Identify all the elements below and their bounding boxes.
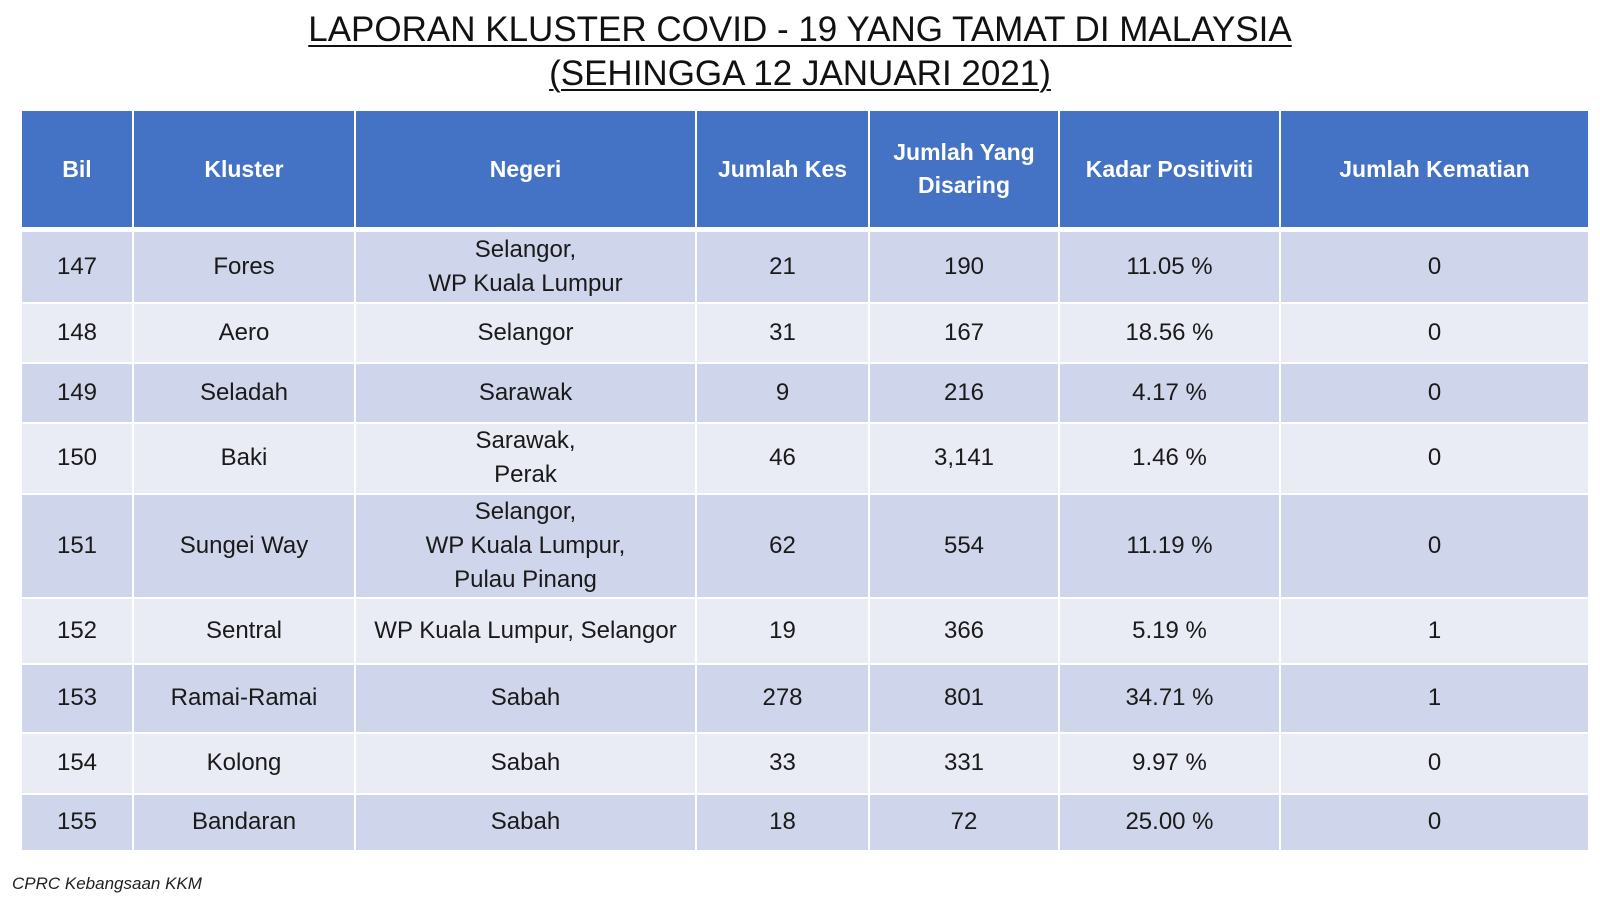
- cell-jumlah-disaring: 331: [868, 731, 1060, 795]
- cell-negeri: Selangor, WP Kuala Lumpur: [354, 228, 697, 304]
- table-row: 150 Baki Sarawak, Perak 46 3,141 1.46 % …: [20, 421, 1590, 495]
- cell-jumlah-disaring: 366: [868, 596, 1060, 665]
- cell-kluster: Kolong: [132, 731, 356, 795]
- cell-negeri: Sabah: [354, 792, 697, 852]
- cell-kadar-positiviti: 4.17 %: [1058, 361, 1281, 424]
- header-row: Bil Kluster Negeri Jumlah Kes Jumlah Yan…: [20, 109, 1590, 231]
- cell-jumlah-disaring: 3,141: [868, 421, 1060, 495]
- cell-jumlah-disaring: 216: [868, 361, 1060, 424]
- cell-kluster: Aero: [132, 301, 356, 364]
- cell-kluster: Baki: [132, 421, 356, 495]
- cell-negeri: Sarawak: [354, 361, 697, 424]
- cell-kadar-positiviti: 11.05 %: [1058, 228, 1281, 304]
- cell-kadar-positiviti: 5.19 %: [1058, 596, 1281, 665]
- page-title: LAPORAN KLUSTER COVID - 19 YANG TAMAT DI…: [0, 8, 1600, 96]
- cell-jumlah-disaring: 72: [868, 792, 1060, 852]
- header-kadar-positiviti: Kadar Positiviti: [1058, 109, 1281, 231]
- header-jumlah-disaring: Jumlah Yang Disaring: [868, 109, 1060, 231]
- cell-kluster: Sentral: [132, 596, 356, 665]
- cell-bil: 147: [20, 228, 134, 304]
- cell-jumlah-kematian: 0: [1279, 421, 1590, 495]
- cell-negeri: Selangor: [354, 301, 697, 364]
- cell-kadar-positiviti: 11.19 %: [1058, 492, 1281, 599]
- source-footer: CPRC Kebangsaan KKM: [12, 874, 202, 893]
- cell-jumlah-kes: 31: [695, 301, 870, 364]
- title-line-1: LAPORAN KLUSTER COVID - 19 YANG TAMAT DI…: [308, 10, 1292, 49]
- cluster-table: Bil Kluster Negeri Jumlah Kes Jumlah Yan…: [20, 109, 1590, 852]
- cell-bil: 149: [20, 361, 134, 424]
- cell-jumlah-kes: 46: [695, 421, 870, 495]
- table-header: Bil Kluster Negeri Jumlah Kes Jumlah Yan…: [20, 109, 1590, 231]
- cell-negeri: Sabah: [354, 662, 697, 734]
- header-jumlah-kematian: Jumlah Kematian: [1279, 109, 1590, 231]
- cell-bil: 155: [20, 792, 134, 852]
- cell-negeri: Sarawak, Perak: [354, 421, 697, 495]
- cell-jumlah-disaring: 190: [868, 228, 1060, 304]
- cell-jumlah-kes: 21: [695, 228, 870, 304]
- cell-negeri: WP Kuala Lumpur, Selangor: [354, 596, 697, 665]
- cell-jumlah-kes: 19: [695, 596, 870, 665]
- cell-jumlah-kematian: 0: [1279, 361, 1590, 424]
- cell-kluster: Sungei Way: [132, 492, 356, 599]
- cell-kadar-positiviti: 18.56 %: [1058, 301, 1281, 364]
- cell-jumlah-kematian: 0: [1279, 492, 1590, 599]
- cell-bil: 154: [20, 731, 134, 795]
- table-row: 152 Sentral WP Kuala Lumpur, Selangor 19…: [20, 596, 1590, 665]
- cell-jumlah-kematian: 0: [1279, 228, 1590, 304]
- cell-jumlah-disaring: 801: [868, 662, 1060, 734]
- cell-jumlah-kematian: 0: [1279, 731, 1590, 795]
- cell-jumlah-kematian: 0: [1279, 301, 1590, 364]
- header-jumlah-kes: Jumlah Kes: [695, 109, 870, 231]
- cell-kluster: Fores: [132, 228, 356, 304]
- cluster-table-container: Bil Kluster Negeri Jumlah Kes Jumlah Yan…: [20, 109, 1590, 852]
- cell-negeri: Sabah: [354, 731, 697, 795]
- cell-jumlah-kes: 18: [695, 792, 870, 852]
- header-kluster: Kluster: [132, 109, 356, 231]
- table-row: 154 Kolong Sabah 33 331 9.97 % 0: [20, 731, 1590, 795]
- table-row: 148 Aero Selangor 31 167 18.56 % 0: [20, 301, 1590, 364]
- cell-negeri: Selangor, WP Kuala Lumpur, Pulau Pinang: [354, 492, 697, 599]
- cell-kadar-positiviti: 34.71 %: [1058, 662, 1281, 734]
- cell-kadar-positiviti: 25.00 %: [1058, 792, 1281, 852]
- table-row: 153 Ramai-Ramai Sabah 278 801 34.71 % 1: [20, 662, 1590, 734]
- cell-jumlah-kes: 62: [695, 492, 870, 599]
- cell-bil: 148: [20, 301, 134, 364]
- cell-bil: 150: [20, 421, 134, 495]
- cell-jumlah-kematian: 0: [1279, 792, 1590, 852]
- table-row: 147 Fores Selangor, WP Kuala Lumpur 21 1…: [20, 228, 1590, 304]
- cell-jumlah-kematian: 1: [1279, 596, 1590, 665]
- header-negeri: Negeri: [354, 109, 697, 231]
- cell-jumlah-disaring: 167: [868, 301, 1060, 364]
- cell-bil: 152: [20, 596, 134, 665]
- cell-bil: 153: [20, 662, 134, 734]
- cell-jumlah-kes: 33: [695, 731, 870, 795]
- cell-kluster: Ramai-Ramai: [132, 662, 356, 734]
- cell-kadar-positiviti: 1.46 %: [1058, 421, 1281, 495]
- table-row: 149 Seladah Sarawak 9 216 4.17 % 0: [20, 361, 1590, 424]
- cell-jumlah-kematian: 1: [1279, 662, 1590, 734]
- cell-kadar-positiviti: 9.97 %: [1058, 731, 1281, 795]
- cell-jumlah-disaring: 554: [868, 492, 1060, 599]
- cell-kluster: Seladah: [132, 361, 356, 424]
- table-row: 155 Bandaran Sabah 18 72 25.00 % 0: [20, 792, 1590, 852]
- table-body: 147 Fores Selangor, WP Kuala Lumpur 21 1…: [20, 228, 1590, 852]
- cell-jumlah-kes: 278: [695, 662, 870, 734]
- title-line-2: (SEHINGGA 12 JANUARI 2021): [549, 54, 1051, 93]
- table-row: 151 Sungei Way Selangor, WP Kuala Lumpur…: [20, 492, 1590, 599]
- cell-jumlah-kes: 9: [695, 361, 870, 424]
- cell-kluster: Bandaran: [132, 792, 356, 852]
- cell-bil: 151: [20, 492, 134, 599]
- header-bil: Bil: [20, 109, 134, 231]
